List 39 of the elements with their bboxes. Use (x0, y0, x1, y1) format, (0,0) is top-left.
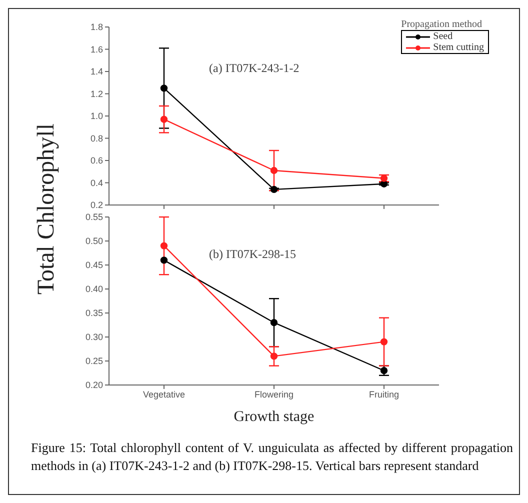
x-axis-title: Growth stage (232, 409, 316, 426)
legend-label: Stem cutting (433, 42, 484, 53)
point (160, 84, 168, 92)
point (160, 256, 168, 264)
y-tick-label: 0.40 (85, 284, 103, 294)
y-tick-label: 0.6 (90, 156, 103, 166)
point (270, 166, 278, 174)
y-tick-label: 1.4 (90, 66, 103, 77)
y-tick-label: 1.2 (90, 88, 103, 99)
y-tick-label: 1.0 (90, 111, 103, 122)
y-tick-label: 0.30 (85, 332, 103, 342)
y-tick-label: 0.55 (85, 212, 103, 222)
legend-label: Seed (433, 31, 453, 42)
annotation: (a) IT07K-243-1-2 (209, 61, 300, 76)
x-tick-label: Vegetative (142, 389, 186, 400)
point (270, 186, 278, 194)
y-tick-label: 0.2 (90, 200, 103, 210)
point (160, 242, 168, 250)
y-tick-label: 0.35 (85, 308, 103, 318)
annotation: (b) IT07K-298-15 (209, 247, 296, 262)
y-tick-label: 1.6 (90, 44, 103, 54)
y-tick-label: 1.8 (90, 22, 103, 32)
y-tick-label: 0.20 (85, 380, 103, 390)
y-tick-label: 0.25 (85, 356, 103, 366)
legend-title: Propagation method (401, 19, 483, 30)
y-tick-label: 0.8 (90, 133, 103, 144)
point (380, 174, 388, 182)
x-tick-label: Fruiting (368, 389, 400, 400)
point (270, 319, 278, 326)
y-tick-label: 0.50 (85, 236, 103, 246)
caption: Figure 15: Total chlorophyll content of V. unguiculata as affected by different propagation methods in (a) IT07K-243-1-2 and (b) IT07K-298-15. Vertical bars represent standard (31, 439, 513, 475)
x-tick-label: Flowering (254, 389, 294, 400)
point (380, 338, 388, 346)
point (270, 352, 278, 360)
y-tick-label: 0.45 (85, 260, 103, 270)
point (380, 180, 388, 188)
y-tick-label: 0.4 (90, 178, 103, 188)
y-axis-title: Total Chlorophyll (34, 124, 60, 294)
point (160, 116, 168, 123)
